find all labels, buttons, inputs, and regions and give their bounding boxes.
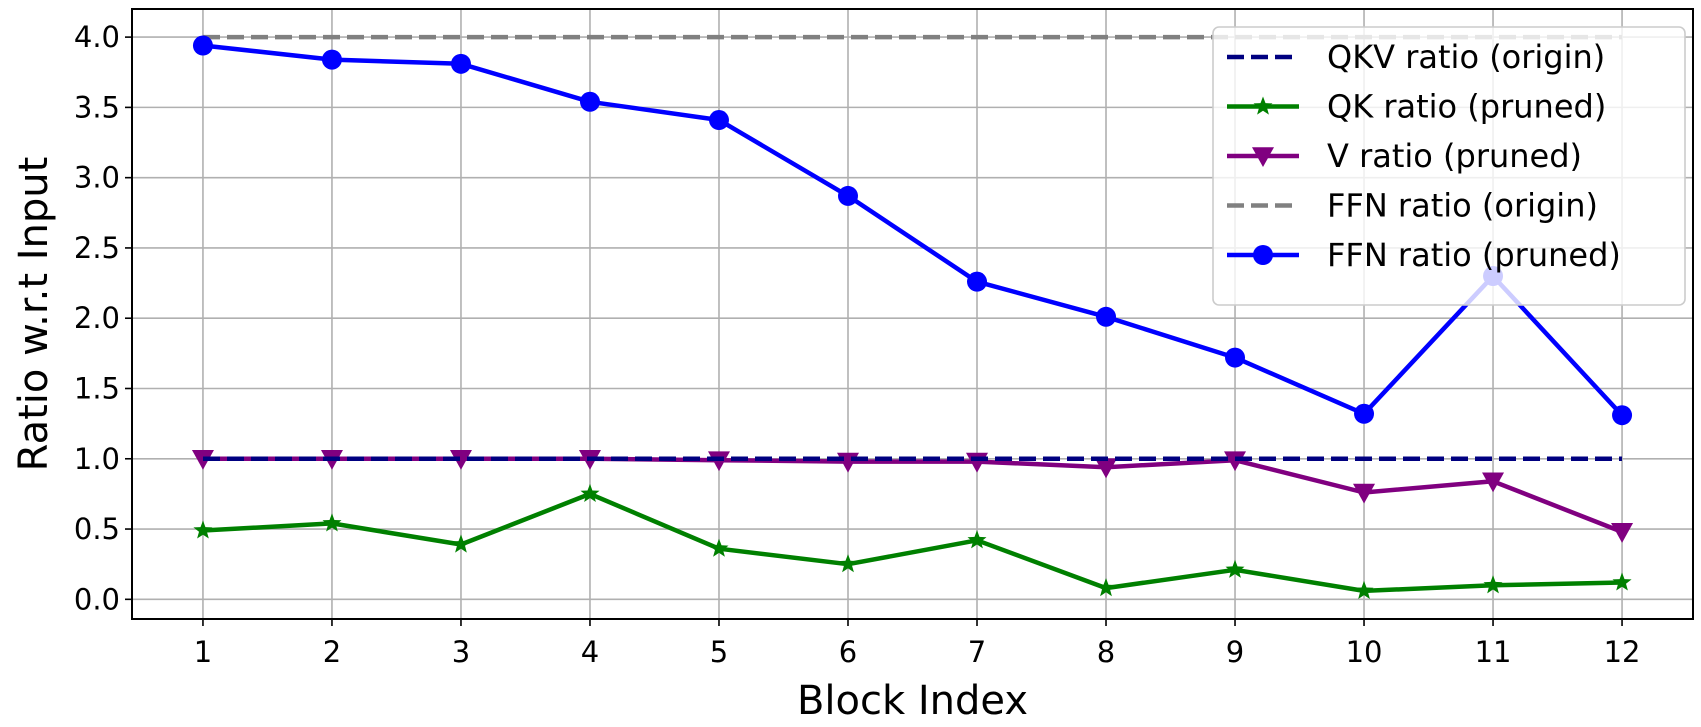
x-tick-label: 1 (194, 635, 212, 669)
legend-entry: FFN ratio (pruned) (1227, 236, 1621, 274)
data-point (967, 271, 988, 292)
data-point (1612, 405, 1633, 426)
data-point (192, 35, 213, 56)
data-point (193, 520, 213, 539)
legend-label: V ratio (pruned) (1327, 137, 1582, 175)
x-tick-label: 7 (968, 635, 986, 669)
x-tick-label: 12 (1604, 635, 1641, 669)
plot-frame (131, 8, 1694, 620)
y-tick-label: 4.0 (74, 20, 120, 54)
series-line (200, 456, 1625, 535)
y-tick-label: 0.0 (74, 582, 120, 616)
series-v-ratio-pruned (191, 449, 1634, 543)
x-tick-label: 2 (323, 635, 341, 669)
legend: QKV ratio (origin) QK ratio (pruned) V rat… (1212, 26, 1686, 306)
y-tick-label: 3.0 (74, 161, 120, 195)
legend-marker (1253, 245, 1273, 265)
data-point (1225, 559, 1245, 578)
series-qk-ratio-pruned (193, 483, 1632, 599)
legend-label: QK ratio (pruned) (1327, 88, 1606, 126)
x-axis-label: Block Index (797, 678, 1028, 722)
x-tick-label: 10 (1346, 635, 1383, 669)
y-tick-label: 1.0 (74, 442, 120, 476)
series-ffn-ratio-pruned (192, 35, 1633, 426)
data-point (838, 554, 858, 573)
legend-entry: V ratio (pruned) (1227, 137, 1582, 175)
data-point (1611, 523, 1634, 543)
data-point (191, 449, 214, 470)
y-tick-label: 0.5 (74, 512, 120, 546)
data-point (450, 53, 471, 74)
data-point (579, 91, 600, 112)
data-point (1354, 580, 1374, 599)
tick-layer: 1 2 3 4 5 6 7 8 9 10 11 120.00.51.01.52.02.53.03.54… (74, 20, 1641, 669)
legend-marker (1252, 147, 1274, 167)
legend-entry: FFN ratio (origin) (1227, 187, 1598, 225)
data-point (708, 110, 729, 131)
data-point (1096, 306, 1117, 327)
x-tick-label: 3 (452, 635, 470, 669)
data-point (321, 49, 342, 70)
y-tick-label: 3.5 (74, 90, 120, 124)
y-tick-label: 2.5 (74, 231, 120, 265)
data-point (580, 483, 600, 502)
legend-box (1212, 26, 1686, 306)
data-point (1482, 472, 1505, 493)
data-point (1612, 572, 1632, 591)
data-point (1225, 347, 1246, 368)
legend-entry: QKV ratio (origin) (1227, 38, 1605, 76)
data-point (837, 185, 858, 206)
x-tick-label: 8 (1097, 635, 1115, 669)
data-point (709, 538, 729, 557)
legend-entry: QK ratio (pruned) (1227, 88, 1606, 126)
series-line (200, 491, 1625, 594)
data-point (967, 530, 987, 549)
x-tick-label: 6 (839, 635, 857, 669)
data-point (451, 534, 471, 553)
data-point (1095, 458, 1118, 479)
series-line (200, 43, 1625, 418)
data-point (1483, 575, 1503, 594)
data-point (1354, 403, 1375, 424)
legend-label: FFN ratio (origin) (1327, 187, 1598, 225)
data-point (449, 449, 472, 470)
data-point (1353, 483, 1376, 504)
data-point (1096, 578, 1116, 597)
x-tick-label: 9 (1226, 635, 1244, 669)
y-tick-label: 1.5 (74, 371, 120, 405)
data-point (1224, 451, 1247, 472)
x-tick-label: 11 (1475, 635, 1512, 669)
y-axis-label: Ratio w.r.t Input (11, 157, 57, 472)
x-tick-label: 4 (581, 635, 599, 669)
data-point (322, 513, 342, 532)
data-point (707, 451, 730, 472)
legend-label: QKV ratio (origin) (1327, 38, 1605, 76)
y-tick-label: 2.0 (74, 301, 120, 335)
legend-label: FFN ratio (pruned) (1327, 236, 1621, 274)
legend-marker (1253, 96, 1273, 115)
x-tick-label: 5 (710, 635, 728, 669)
